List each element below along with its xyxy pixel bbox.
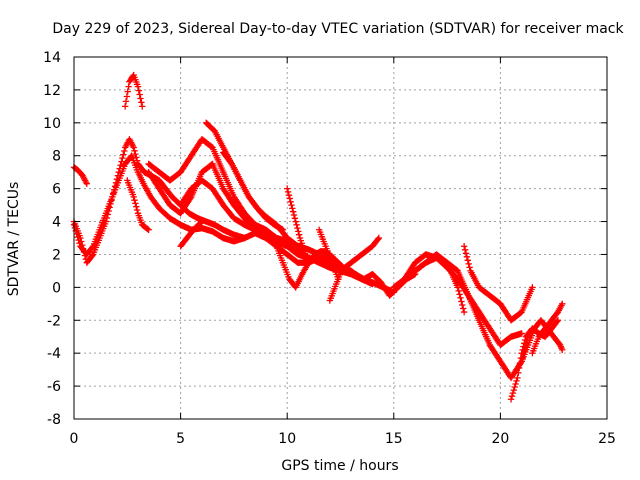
series-markers (461, 246, 535, 323)
series-track-5 (124, 177, 152, 233)
series-markers (412, 251, 467, 312)
series-markers (284, 188, 311, 264)
series-track-11 (177, 218, 206, 250)
series-track-12 (284, 185, 312, 266)
y-tick-label: -6 (47, 379, 61, 395)
chart-title: Day 229 of 2023, Sidereal Day-to-day VTE… (52, 21, 624, 37)
y-tick-label: -4 (47, 346, 61, 362)
data-point (507, 396, 515, 403)
series-track-19 (411, 251, 468, 316)
data-point (109, 193, 116, 201)
x-tick-label: 25 (598, 431, 616, 447)
x-tick-label: 5 (176, 431, 185, 447)
x-tick-label: 10 (278, 431, 296, 447)
y-tick-label: -8 (47, 412, 61, 428)
x-tick-label: 0 (70, 431, 79, 447)
y-tick-label: -2 (47, 313, 61, 329)
y-tick-label: 8 (52, 149, 61, 165)
series-markers (316, 228, 341, 280)
data-point (288, 201, 295, 209)
y-axis-label: SDTVAR / TECUs (6, 182, 22, 297)
y-tick-label: 12 (43, 83, 61, 99)
series-track-16 (337, 234, 383, 275)
data-point (292, 218, 299, 225)
series-markers (122, 73, 145, 106)
x-axis-label: GPS time / hours (281, 458, 398, 474)
y-tick-label: 2 (52, 247, 61, 263)
series-track-2 (70, 136, 248, 266)
y-tick-label: 0 (52, 280, 61, 296)
data-point (121, 103, 129, 110)
data-point (514, 374, 521, 382)
series-track-14 (315, 226, 342, 283)
data-point (460, 308, 468, 316)
series-track-22 (529, 300, 566, 357)
y-tick-label: 10 (43, 116, 61, 132)
x-tick-label: 15 (385, 431, 403, 447)
y-tick-label: 4 (52, 215, 61, 231)
series-track-4 (70, 164, 90, 187)
data-point (460, 243, 468, 250)
data-point (115, 168, 122, 176)
data-series (70, 71, 566, 403)
series-markers (125, 179, 151, 233)
x-tick-label: 20 (491, 431, 509, 447)
series-track-10 (220, 149, 287, 233)
y-tick-label: 6 (52, 182, 61, 198)
series-track-3 (121, 71, 146, 110)
data-point (284, 185, 291, 192)
data-point (139, 103, 146, 110)
series-markers (178, 219, 205, 249)
series-track-23 (518, 317, 566, 365)
series-markers (221, 150, 286, 233)
axis-ticks: 0 5 10 15 20 25 -8 -6 -4 -2 0 2 4 6 8 10 12 14 (43, 50, 616, 447)
series-markers (338, 236, 382, 274)
y-tick-label: 14 (43, 50, 61, 66)
series-markers (519, 318, 565, 363)
series-track-20 (460, 243, 536, 324)
plot-frame (73, 56, 608, 420)
series-markers (71, 164, 90, 186)
